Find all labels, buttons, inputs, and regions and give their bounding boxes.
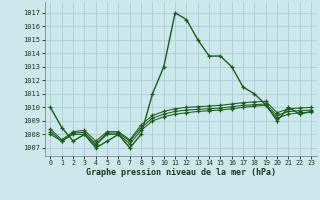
X-axis label: Graphe pression niveau de la mer (hPa): Graphe pression niveau de la mer (hPa) (86, 168, 276, 177)
